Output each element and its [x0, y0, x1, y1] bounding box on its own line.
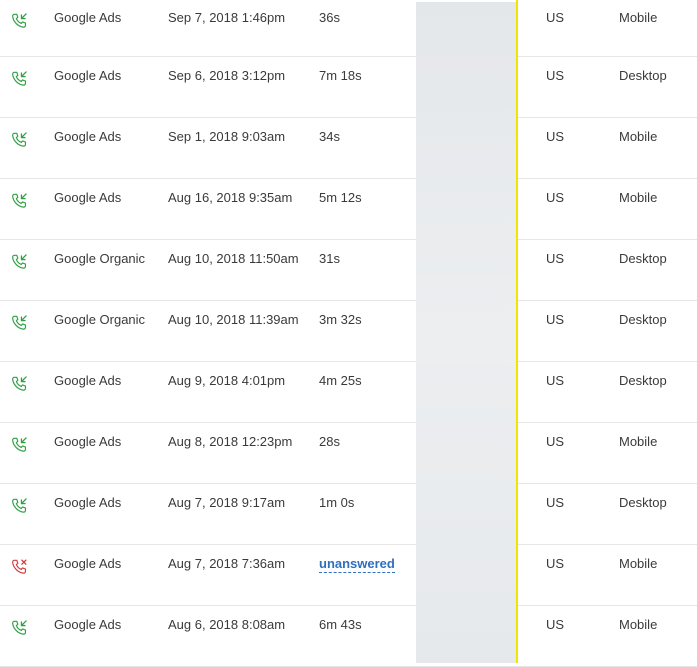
call-device: Mobile — [619, 556, 658, 571]
call-duration: 1m 0s — [319, 495, 355, 510]
call-duration: 28s — [319, 434, 340, 449]
call-date: Sep 1, 2018 9:03am — [168, 129, 286, 144]
call-device: Desktop — [619, 373, 667, 388]
table-row[interactable]: Google Ads Aug 16, 2018 9:35am 5m 12s US… — [0, 179, 697, 240]
call-country: US — [546, 556, 565, 571]
call-device: Desktop — [619, 251, 667, 266]
call-device: Mobile — [619, 434, 658, 449]
call-duration: 36s — [319, 10, 340, 25]
incoming-call-icon — [10, 253, 28, 271]
call-duration: 7m 18s — [319, 68, 362, 83]
call-country: US — [546, 434, 565, 449]
table-row[interactable]: Google Ads Sep 1, 2018 9:03am 34s US Mob… — [0, 118, 697, 179]
call-source: Google Ads — [54, 556, 122, 571]
call-device: Desktop — [619, 68, 667, 83]
call-date: Sep 6, 2018 3:12pm — [168, 68, 286, 83]
call-date: Sep 7, 2018 1:46pm — [168, 10, 286, 25]
table-row[interactable]: Google Ads Aug 7, 2018 9:17am 1m 0s US D… — [0, 484, 697, 545]
call-date: Aug 6, 2018 8:08am — [168, 617, 286, 632]
call-country: US — [546, 312, 565, 327]
table-row[interactable]: Google Ads Aug 9, 2018 4:01pm 4m 25s US … — [0, 362, 697, 423]
call-date: Aug 7, 2018 9:17am — [168, 495, 286, 510]
incoming-call-icon — [10, 375, 28, 393]
incoming-call-icon — [10, 70, 28, 88]
call-source: Google Ads — [54, 10, 122, 25]
call-date: Aug 10, 2018 11:39am — [168, 312, 299, 327]
incoming-call-icon — [10, 192, 28, 210]
missed-call-icon — [10, 558, 28, 576]
call-source: Google Ads — [54, 373, 122, 388]
incoming-call-icon — [10, 619, 28, 637]
call-device: Mobile — [619, 190, 658, 205]
call-device: Mobile — [619, 129, 658, 144]
call-country: US — [546, 495, 565, 510]
call-source: Google Ads — [54, 190, 122, 205]
call-duration: 4m 25s — [319, 373, 362, 388]
table-row[interactable]: Google Organic Aug 10, 2018 11:50am 31s … — [0, 240, 697, 301]
call-duration: 5m 12s — [319, 190, 362, 205]
highlight-divider — [516, 0, 518, 663]
call-country: US — [546, 68, 565, 83]
call-country: US — [546, 617, 565, 632]
call-source: Google Organic — [54, 251, 146, 266]
call-date: Aug 10, 2018 11:50am — [168, 251, 299, 266]
incoming-call-icon — [10, 131, 28, 149]
call-source: Google Ads — [54, 129, 122, 144]
call-source: Google Ads — [54, 68, 122, 83]
call-country: US — [546, 10, 565, 25]
unanswered-link[interactable]: unanswered — [319, 556, 395, 573]
call-device: Desktop — [619, 495, 667, 510]
call-device: Mobile — [619, 617, 658, 632]
call-device: Desktop — [619, 312, 667, 327]
redacted-column-overlay — [416, 2, 516, 663]
incoming-call-icon — [10, 314, 28, 332]
table-row[interactable]: Google Ads Aug 6, 2018 8:08am 6m 43s US … — [0, 606, 697, 667]
call-source: Google Organic — [54, 312, 146, 327]
incoming-call-icon — [10, 436, 28, 454]
call-date: Aug 7, 2018 7:36am — [168, 556, 286, 571]
call-date: Aug 9, 2018 4:01pm — [168, 373, 286, 388]
table-row[interactable]: Google Organic Aug 10, 2018 11:39am 3m 3… — [0, 301, 697, 362]
incoming-call-icon — [10, 12, 28, 30]
call-duration: 3m 32s — [319, 312, 362, 327]
call-date: Aug 8, 2018 12:23pm — [168, 434, 293, 449]
call-device: Mobile — [619, 10, 658, 25]
call-duration: unanswered — [319, 556, 395, 573]
call-country: US — [546, 251, 565, 266]
call-country: US — [546, 190, 565, 205]
table-row[interactable]: Google Ads Sep 7, 2018 1:46pm 36s US Mob… — [0, 0, 697, 57]
call-date: Aug 16, 2018 9:35am — [168, 190, 293, 205]
table-row[interactable]: Google Ads Sep 6, 2018 3:12pm 7m 18s US … — [0, 57, 697, 118]
call-duration: 34s — [319, 129, 340, 144]
call-country: US — [546, 373, 565, 388]
call-duration: 6m 43s — [319, 617, 362, 632]
call-source: Google Ads — [54, 617, 122, 632]
call-source: Google Ads — [54, 434, 122, 449]
call-duration: 31s — [319, 251, 340, 266]
incoming-call-icon — [10, 497, 28, 515]
call-country: US — [546, 129, 565, 144]
table-row[interactable]: Google Ads Aug 8, 2018 12:23pm 28s US Mo… — [0, 423, 697, 484]
table-row[interactable]: Google Ads Aug 7, 2018 7:36am unanswered… — [0, 545, 697, 606]
call-source: Google Ads — [54, 495, 122, 510]
